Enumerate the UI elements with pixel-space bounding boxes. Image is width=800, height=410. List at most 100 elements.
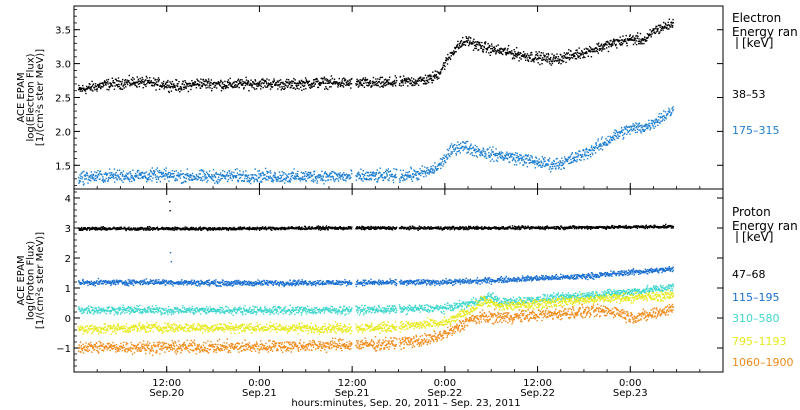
data-point — [652, 29, 655, 31]
data-point — [321, 178, 323, 180]
data-point — [179, 175, 181, 177]
data-point — [221, 177, 223, 180]
data-point — [637, 40, 639, 42]
data-point — [521, 156, 524, 158]
data-point — [375, 80, 378, 83]
data-point — [206, 228, 208, 230]
data-point — [233, 171, 235, 174]
data-point — [119, 81, 121, 83]
data-point — [436, 70, 438, 73]
data-point — [158, 78, 160, 81]
data-point — [573, 54, 576, 57]
data-point — [78, 229, 80, 231]
data-point — [597, 52, 599, 54]
data-point — [389, 82, 392, 84]
data-point — [106, 79, 108, 81]
data-point — [667, 110, 670, 113]
data-point — [325, 180, 327, 182]
data-point — [164, 178, 166, 180]
data-point — [91, 80, 93, 83]
data-point — [555, 158, 557, 160]
data-point — [525, 227, 527, 230]
data-point — [576, 51, 579, 53]
data-point — [584, 56, 586, 59]
data-point — [575, 58, 578, 60]
data-point — [639, 32, 642, 35]
data-point — [557, 58, 559, 60]
data-point — [663, 119, 666, 121]
data-point — [184, 81, 187, 84]
data-point — [215, 82, 217, 84]
data-point — [548, 58, 550, 60]
data-point — [133, 179, 136, 181]
data-point — [294, 82, 296, 84]
data-point — [437, 71, 440, 74]
data-point — [634, 38, 637, 40]
data-point — [613, 39, 615, 41]
data-point — [590, 146, 593, 149]
data-point — [669, 111, 671, 113]
data-point — [342, 86, 345, 88]
data-point — [422, 172, 424, 175]
data-point — [590, 50, 592, 53]
data-point — [174, 86, 176, 88]
data-point — [163, 80, 165, 83]
data-point — [226, 173, 228, 175]
data-point — [592, 146, 595, 148]
data-point — [639, 40, 641, 42]
data-point — [219, 85, 222, 87]
data-point — [320, 175, 322, 178]
data-point — [450, 226, 453, 228]
data-point — [239, 170, 241, 172]
data-point — [316, 180, 319, 182]
data-point — [335, 172, 337, 175]
data-point — [380, 82, 382, 85]
data-point — [175, 170, 177, 172]
data-point — [157, 77, 160, 79]
data-point — [469, 40, 471, 42]
data-point — [130, 173, 132, 175]
data-point — [499, 157, 502, 159]
data-point — [260, 227, 262, 229]
data-point — [108, 176, 110, 179]
data-point — [510, 51, 512, 54]
data-point — [387, 179, 389, 181]
data-point — [410, 166, 412, 168]
data-point — [453, 225, 455, 228]
data-point — [228, 174, 230, 177]
data-point — [646, 127, 648, 129]
data-point — [229, 172, 231, 174]
data-point — [483, 150, 485, 153]
data-point — [556, 53, 558, 55]
data-point — [524, 158, 526, 160]
data-point — [190, 176, 192, 178]
data-point — [301, 80, 303, 82]
data-point — [607, 143, 609, 146]
data-point — [302, 85, 305, 87]
data-point — [458, 149, 460, 152]
data-point — [528, 158, 531, 161]
data-point — [119, 173, 121, 176]
data-point — [438, 77, 440, 79]
data-point — [573, 55, 575, 58]
data-point — [517, 54, 519, 56]
data-point — [629, 133, 631, 135]
data-point — [456, 146, 459, 149]
data-point — [131, 180, 133, 183]
data-point — [173, 175, 175, 177]
data-point — [414, 170, 416, 173]
data-point — [279, 79, 282, 81]
data-point — [576, 156, 579, 158]
data-point — [636, 128, 639, 130]
data-point — [465, 37, 468, 39]
data-point — [341, 78, 344, 80]
data-point — [171, 170, 174, 172]
data-point — [538, 226, 540, 228]
data-point — [503, 227, 505, 229]
data-point — [137, 176, 139, 178]
data-point — [667, 28, 669, 30]
data-point — [278, 171, 281, 173]
data-point — [259, 176, 261, 178]
data-point — [261, 227, 263, 230]
